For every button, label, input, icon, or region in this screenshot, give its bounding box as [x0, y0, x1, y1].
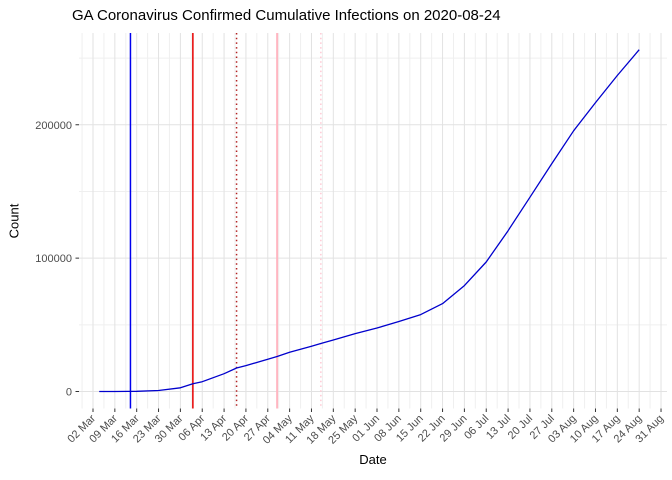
y-tick-label: 0 — [66, 387, 72, 399]
y-axis-title: Count — [6, 203, 22, 239]
infection-curve — [99, 49, 640, 393]
x-axis-title: Date — [359, 452, 387, 467]
y-tick-label: 200000 — [35, 120, 72, 132]
y-tick-label: 100000 — [35, 253, 72, 265]
chart-title: GA Coronavirus Confirmed Cumulative Infe… — [72, 7, 501, 24]
